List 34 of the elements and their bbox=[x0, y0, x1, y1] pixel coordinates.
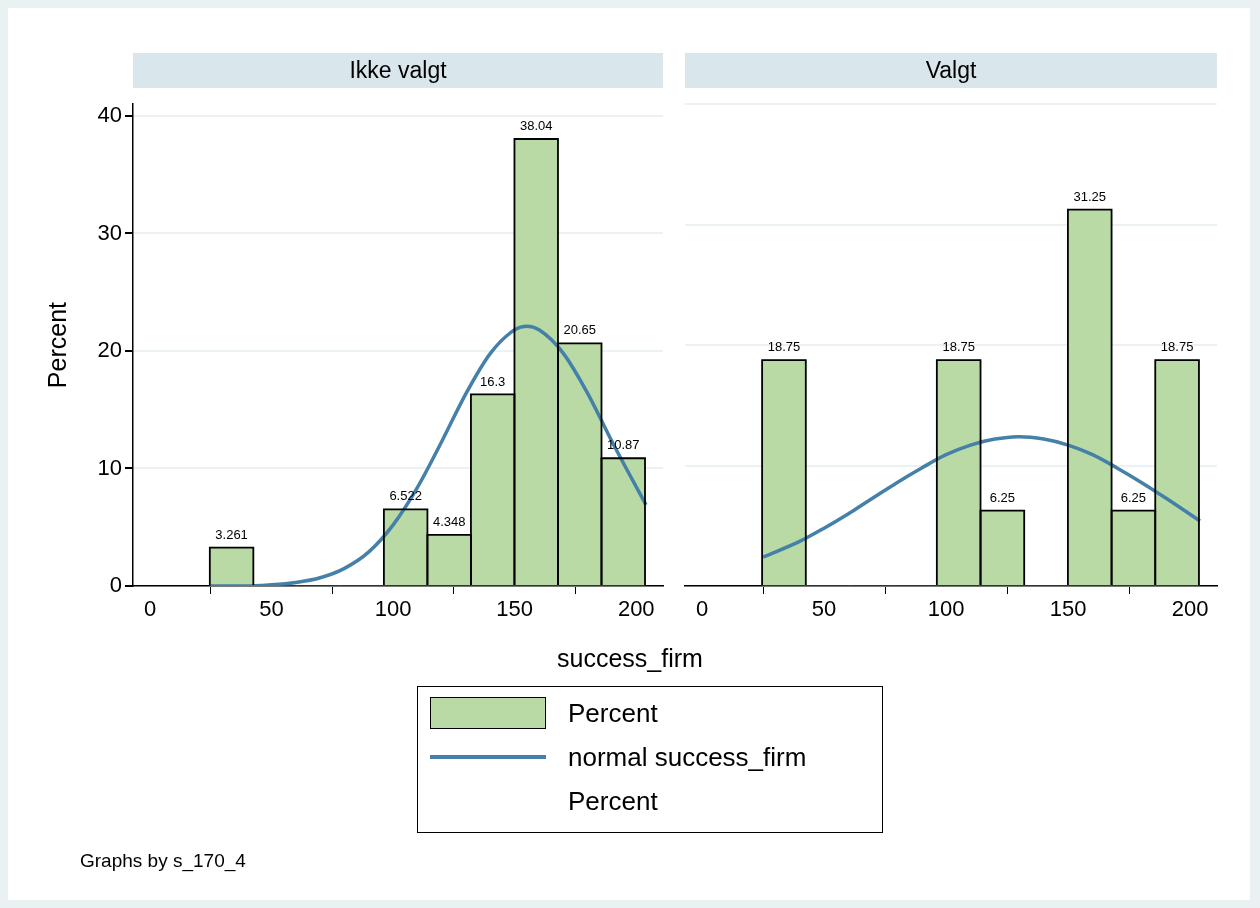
y-tick-label: 30 bbox=[97, 219, 122, 245]
data-label: 4.348 bbox=[432, 513, 466, 529]
data-label: 18.75 bbox=[1160, 339, 1194, 355]
x-tick-label: 100 bbox=[927, 596, 965, 622]
x-tick-label: 150 bbox=[496, 596, 534, 622]
data-label: 16.3 bbox=[480, 373, 506, 389]
data-label: 20.65 bbox=[563, 322, 597, 338]
data-label: 3.261 bbox=[215, 526, 248, 542]
x-tick-label: 50 bbox=[811, 596, 837, 622]
x-tick-label: 100 bbox=[374, 596, 412, 622]
data-label: 31.25 bbox=[1073, 188, 1107, 204]
y-tick-label: 40 bbox=[97, 102, 122, 128]
x-tick-label: 0 bbox=[695, 596, 709, 622]
data-label: 18.75 bbox=[942, 339, 975, 355]
data-label: 18.75 bbox=[767, 339, 801, 355]
data-label: 6.25 bbox=[1120, 489, 1147, 505]
chart-title: Ikke valgt bbox=[133, 53, 663, 88]
text: Percent bbox=[568, 785, 658, 817]
text: Graphs by s_170_4 bbox=[80, 850, 246, 872]
legend-label: normal success_firm bbox=[568, 741, 807, 773]
x-tick-label: 50 bbox=[259, 596, 284, 622]
y-tick-label: 0 bbox=[109, 572, 122, 598]
legend-label: Percent bbox=[568, 697, 658, 729]
data-label: 6.25 bbox=[989, 489, 1016, 505]
chart-title: Valgt bbox=[685, 53, 1217, 88]
x-axis-title: success_firm bbox=[556, 644, 704, 673]
y-axis-title: Percent bbox=[42, 301, 71, 389]
x-tick-label: 200 bbox=[1171, 596, 1209, 622]
x-tick-label: 200 bbox=[617, 596, 655, 622]
data-label: 38.04 bbox=[519, 118, 553, 134]
x-tick-label: 0 bbox=[143, 596, 157, 622]
y-tick-label: 10 bbox=[97, 454, 122, 480]
y-tick-label: 20 bbox=[97, 337, 122, 363]
x-tick-label: 150 bbox=[1049, 596, 1087, 622]
